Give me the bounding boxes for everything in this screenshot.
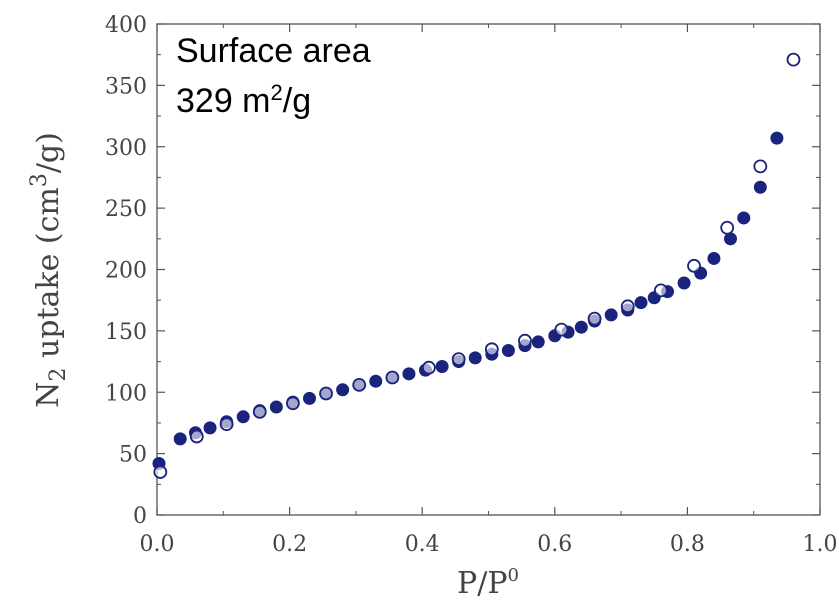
y-tick-label: 350 <box>105 74 147 99</box>
y-tick-label: 200 <box>105 259 147 284</box>
adsorption-point <box>604 308 618 322</box>
adsorption-point <box>723 232 737 246</box>
axis-ticks <box>156 23 821 516</box>
y-tick-label: 400 <box>105 13 147 38</box>
y-tick-label: 100 <box>105 381 147 406</box>
desorption-point <box>352 377 367 392</box>
adsorption-point <box>737 211 751 225</box>
x-tick-label: 1.0 <box>803 532 838 557</box>
x-tick-label: 0.6 <box>537 532 572 557</box>
adsorption-point <box>770 131 784 145</box>
y-axis-title: N2 uptake (cm3/g) <box>27 132 71 408</box>
adsorption-point <box>336 383 350 397</box>
y-axis-title-post: /g) <box>31 132 66 173</box>
y-tick-label: 50 <box>119 443 147 468</box>
desorption-point <box>687 258 701 273</box>
y-axis-title-sub: 2 <box>46 368 71 382</box>
desorption-point <box>484 342 499 357</box>
surface-area-exponent: 2 <box>271 80 283 105</box>
adsorption-point <box>369 374 383 388</box>
adsorption-point <box>531 335 545 349</box>
surface-area-unit: /g <box>283 82 311 120</box>
adsorption-point <box>468 351 482 365</box>
y-axis-title-sup: 3 <box>27 173 52 187</box>
adsorption-point <box>574 320 588 334</box>
x-axis-title: P/P0 <box>457 565 519 601</box>
x-tick-label: 0.4 <box>405 532 440 557</box>
adsorption-point <box>677 276 691 290</box>
desorption-point <box>587 311 602 326</box>
desorption-point <box>451 352 466 367</box>
x-axis-title-base: P/P <box>457 566 507 601</box>
desorption-point <box>319 386 333 401</box>
desorption-point <box>518 333 532 348</box>
adsorption-point <box>753 180 767 194</box>
x-tick-label: 0.8 <box>670 532 705 557</box>
x-axis-title-sup: 0 <box>508 565 519 586</box>
y-axis-title-mid: uptake (cm <box>31 187 66 367</box>
adsorption-point <box>269 400 283 414</box>
surface-area-label: Surface area <box>176 32 371 70</box>
desorption-point <box>554 322 569 337</box>
x-tick-label: 0.0 <box>140 532 175 557</box>
adsorption-point <box>402 367 416 381</box>
y-tick-labels: 0 50 100 150 200 250 300 350 400 <box>105 13 147 529</box>
desorption-point <box>189 429 204 444</box>
adsorption-point <box>501 344 515 358</box>
x-tick-labels: 0.0 0.2 0.4 0.6 0.8 1.0 <box>140 532 838 557</box>
data-points <box>152 52 801 479</box>
adsorption-point <box>634 296 648 310</box>
desorption-point <box>753 159 768 174</box>
desorption-point <box>620 299 635 314</box>
adsorption-point <box>203 421 217 435</box>
desorption-point <box>653 283 668 298</box>
desorption-point <box>219 417 234 432</box>
surface-area-value: 329 m2/g <box>176 80 311 120</box>
desorption-point <box>252 404 267 419</box>
y-tick-label: 300 <box>105 136 147 161</box>
adsorption-point <box>707 251 721 265</box>
x-tick-label: 0.2 <box>272 532 307 557</box>
y-tick-label: 250 <box>105 197 147 222</box>
desorption-point <box>786 52 801 67</box>
y-axis-title-pre: N <box>31 382 66 408</box>
desorption-point <box>421 360 436 375</box>
desorption-point <box>385 370 400 385</box>
adsorption-point <box>302 391 316 405</box>
adsorption-point <box>173 432 187 446</box>
adsorption-point <box>435 359 449 373</box>
desorption-point <box>286 396 300 411</box>
y-tick-label: 0 <box>133 504 147 529</box>
adsorption-point <box>236 410 250 424</box>
desorption-point <box>153 465 168 479</box>
y-tick-label: 150 <box>105 320 147 345</box>
surface-area-number: 329 m <box>176 82 271 120</box>
desorption-point <box>720 220 735 235</box>
